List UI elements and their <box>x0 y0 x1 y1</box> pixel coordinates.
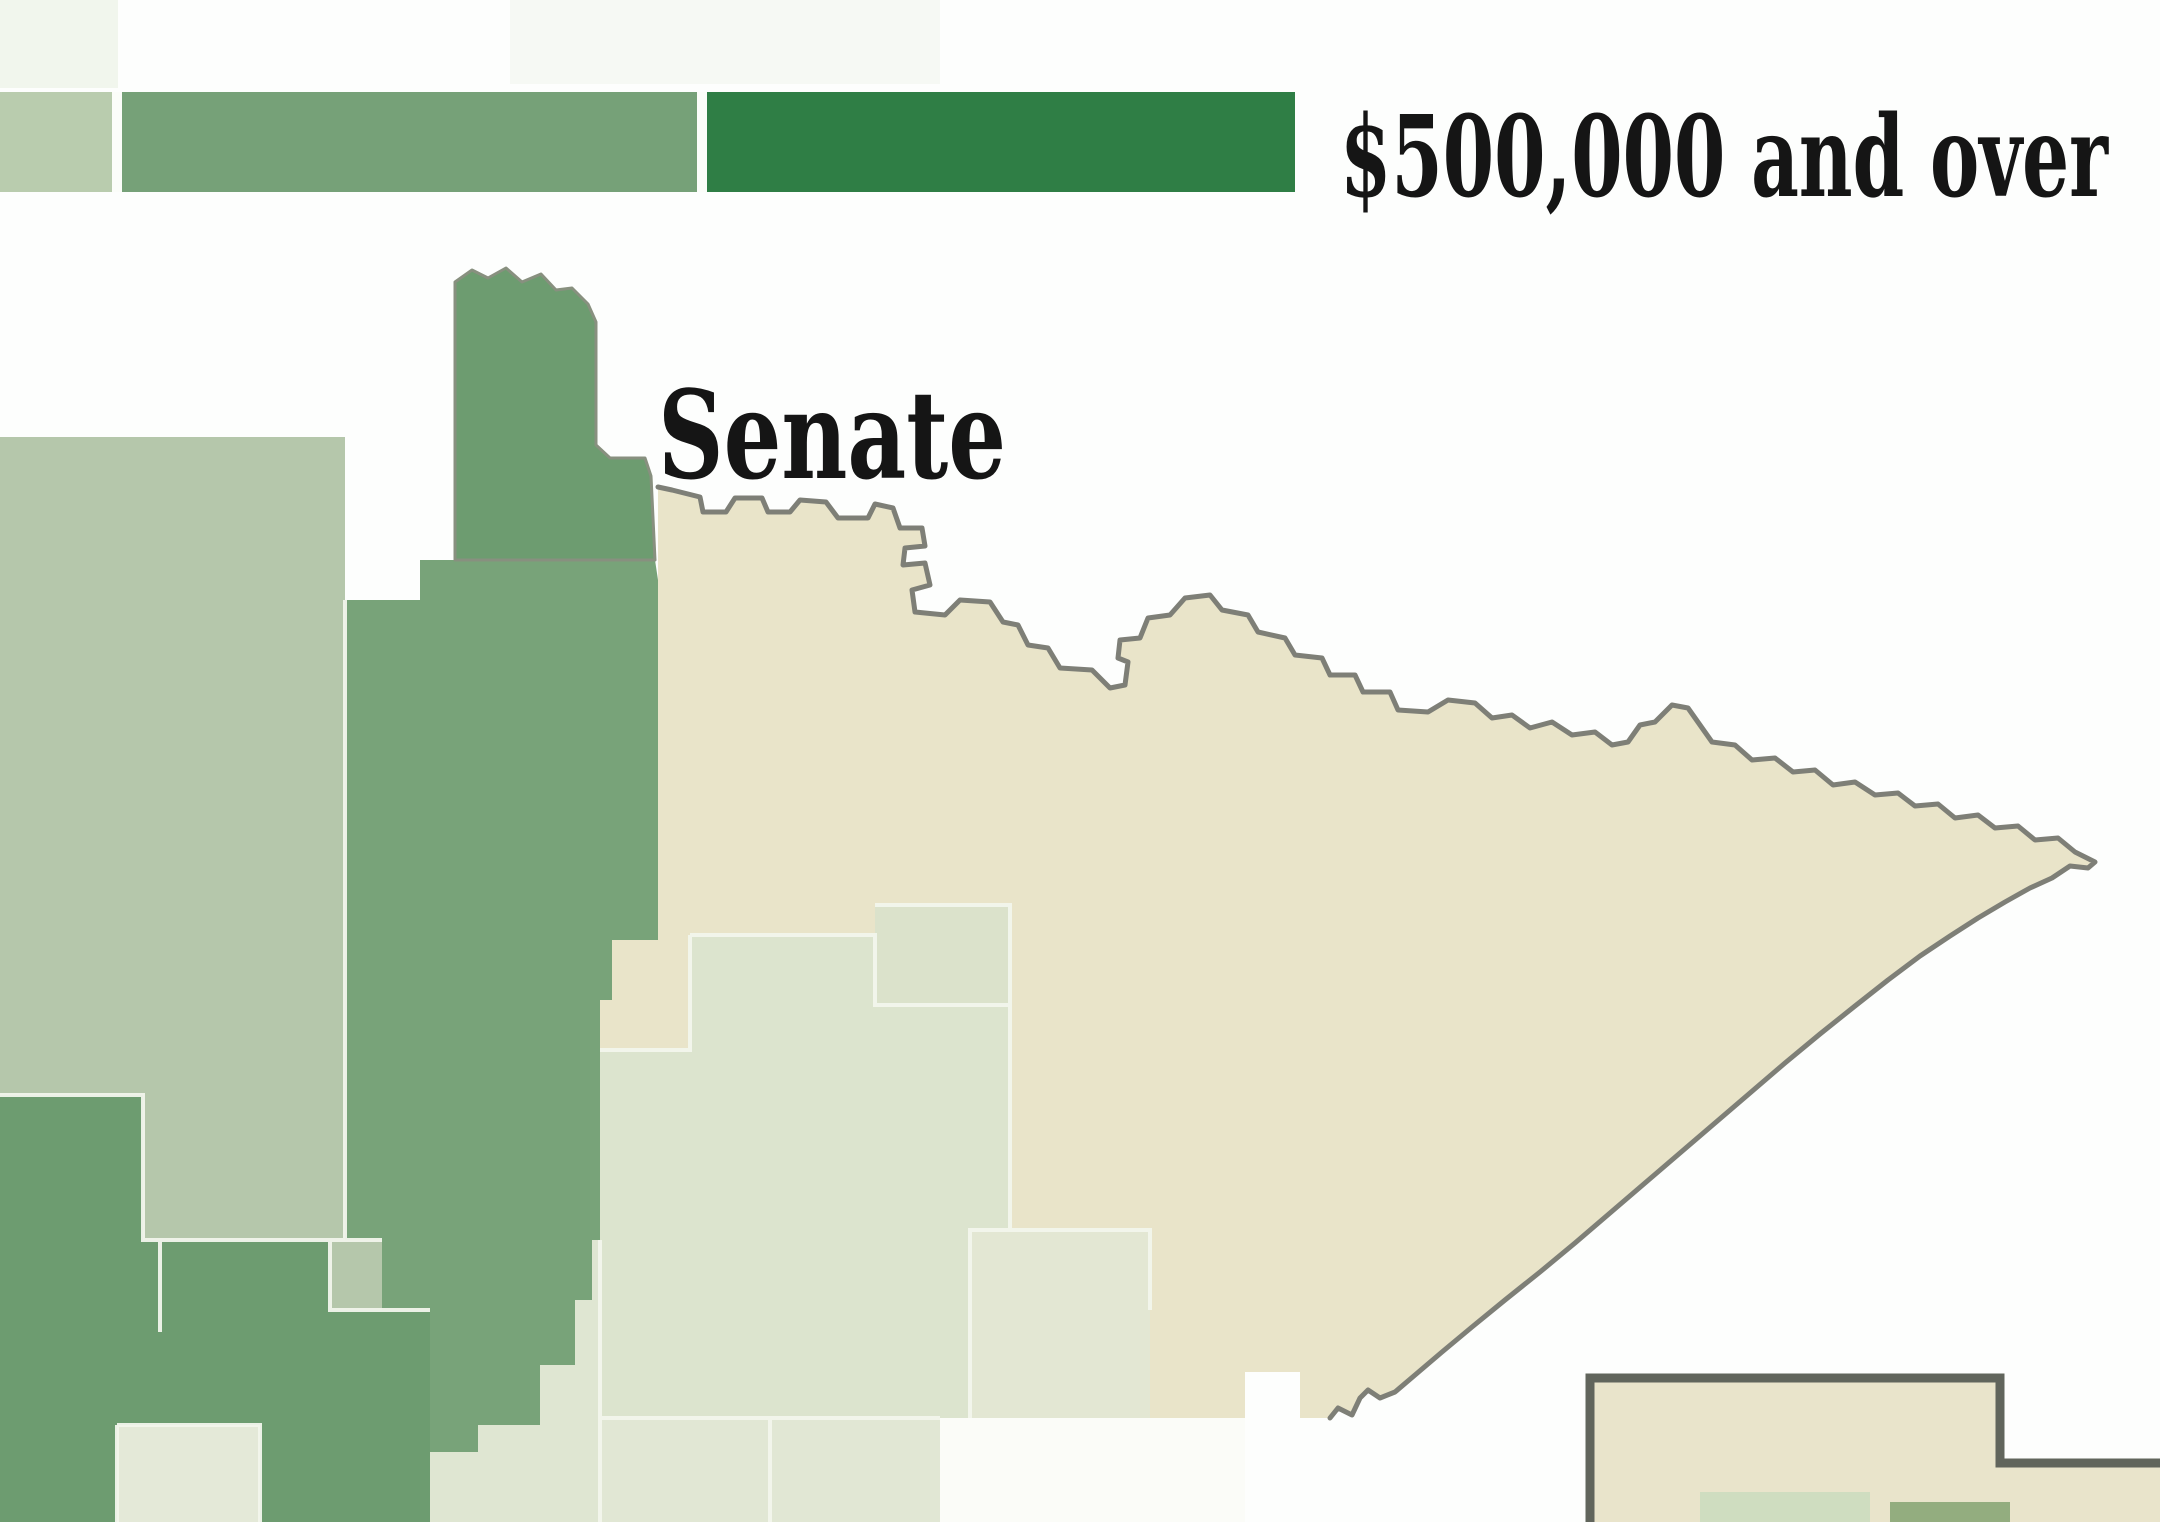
state-border-line <box>655 484 2098 1421</box>
inset-green-area-2 <box>1890 1502 2010 1522</box>
district-pale-strip-west <box>430 1240 600 1522</box>
district-westcentral-green <box>0 1095 430 1522</box>
bottom-whiteout <box>940 1418 1245 1522</box>
legend-gap-2 <box>697 92 707 192</box>
district-boundaries-white <box>0 600 1152 1522</box>
inset-green-area-1 <box>1700 1492 1870 1522</box>
district-pale-north-block <box>875 905 1010 1005</box>
top-strip-tint-1 <box>0 0 118 88</box>
inset-map <box>1585 1373 2160 1522</box>
top-strip-tint-2 <box>510 0 940 84</box>
legend-segment-high <box>707 92 1295 192</box>
inset-border <box>1585 1373 2160 1522</box>
legend-gap-1 <box>112 92 122 192</box>
district-column-green <box>345 560 658 1452</box>
legend-top-strip <box>0 0 940 88</box>
minnesota-map <box>0 266 2098 1522</box>
map-title: Senate <box>658 363 1006 507</box>
legend-segment-mid <box>122 92 697 192</box>
district-pale-central <box>600 935 1010 1418</box>
district-pale-notch-south <box>117 1425 260 1522</box>
district-northwest-angle <box>453 266 657 562</box>
district-pale-east-block <box>970 1230 1150 1418</box>
legend: $500,000 and over <box>0 92 2109 223</box>
inset-fill <box>1590 1378 2160 1522</box>
legend-max-label: $500,000 and over <box>1340 92 2109 223</box>
legend-segment-low <box>0 92 112 192</box>
district-northwest-light <box>0 437 382 1310</box>
